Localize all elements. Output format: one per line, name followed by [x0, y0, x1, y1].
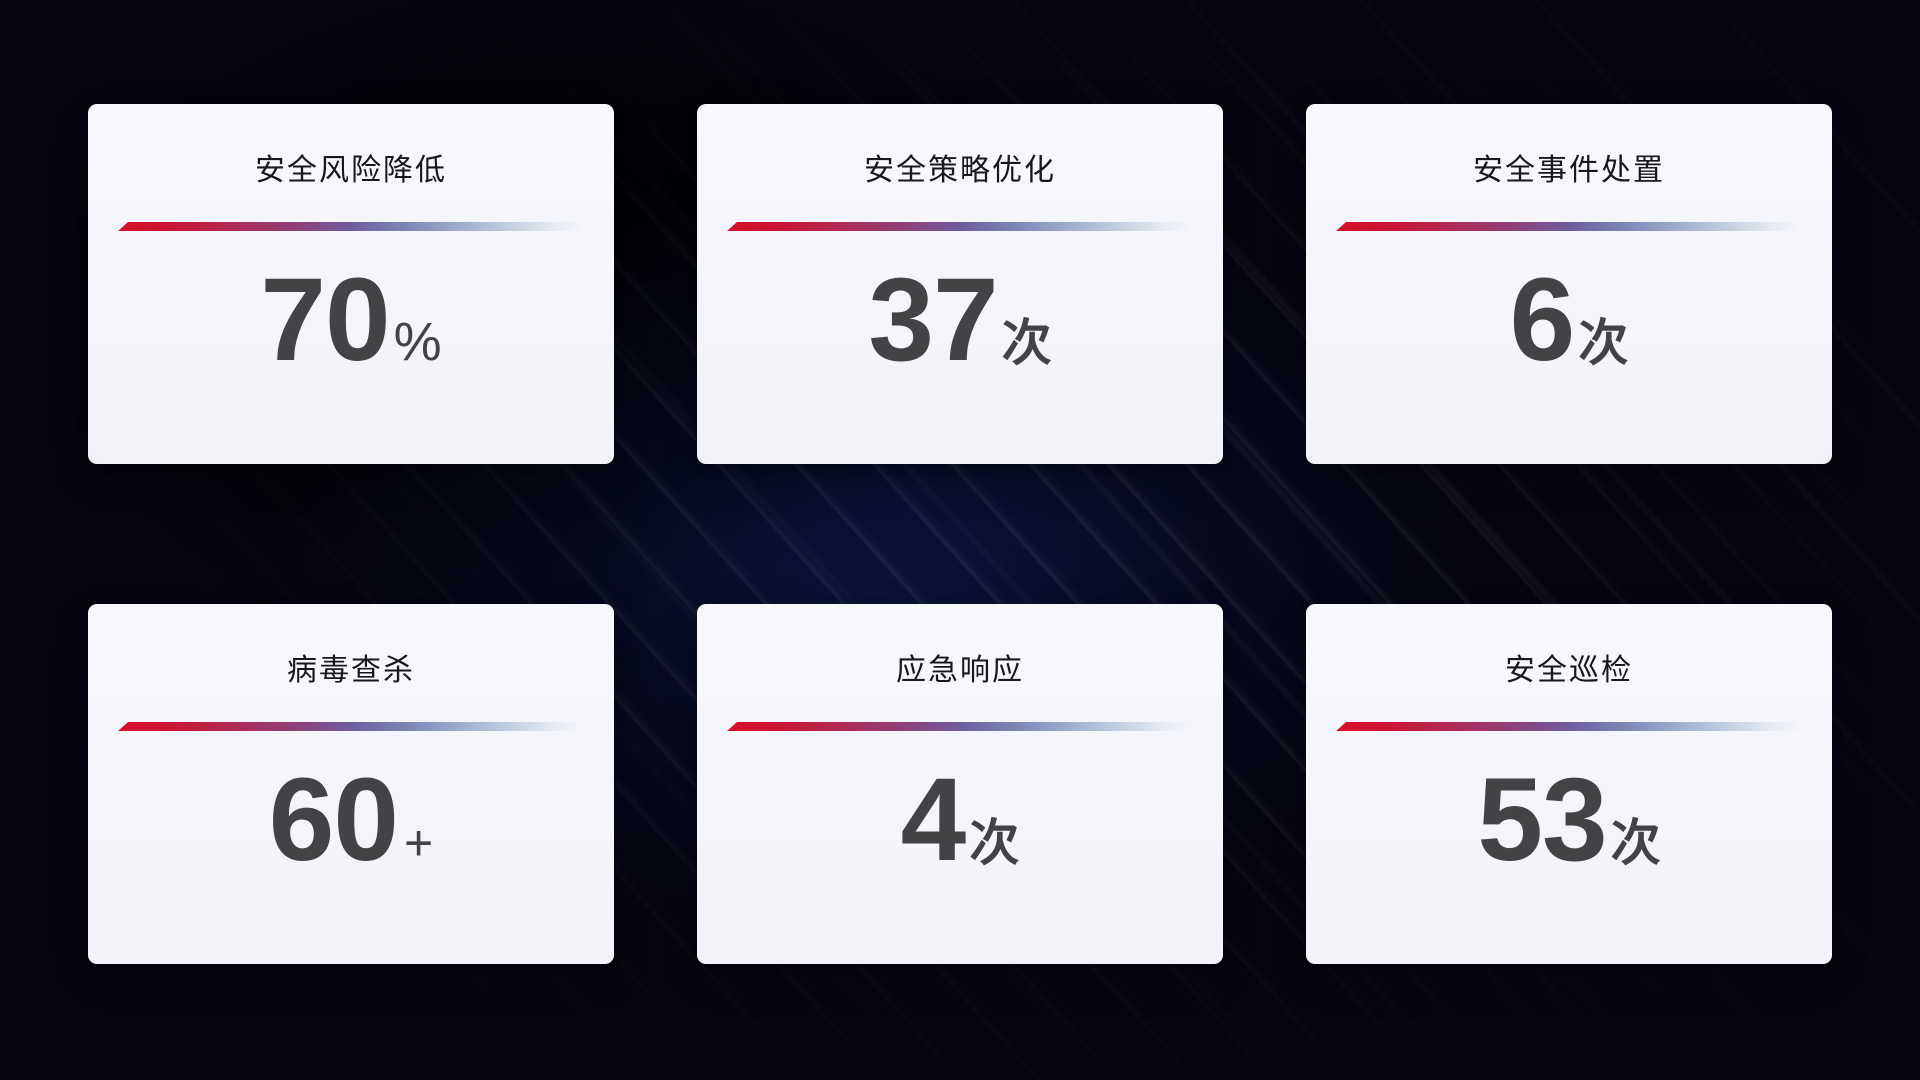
metric-card-divider-gradient	[118, 222, 584, 231]
metric-card-number: 70	[260, 254, 390, 386]
metric-card-divider	[1336, 222, 1802, 231]
metric-card[interactable]: 安全事件处置 6 次	[1306, 104, 1832, 464]
metric-card-value: 53 次	[1477, 761, 1660, 879]
metric-card-suffix: 次	[1610, 815, 1661, 871]
metric-card-divider-gradient	[118, 722, 584, 731]
metric-card-number: 6	[1509, 254, 1576, 386]
metric-card-divider	[1336, 722, 1802, 731]
metric-card[interactable]: 安全巡检 53 次	[1306, 604, 1832, 964]
metric-card[interactable]: 应急响应 4 次	[697, 604, 1223, 964]
metric-card-value: 70%	[260, 261, 441, 379]
metric-card-grid: 安全风险降低 70% 安全策略优化 37 次安全事件处置 6 次病毒查杀 60 + 应急响应 4 次安…	[88, 104, 1832, 964]
metric-card-divider-gradient	[1336, 722, 1802, 731]
metric-card-number: 4	[900, 754, 967, 886]
metric-card[interactable]: 安全风险降低 70%	[88, 104, 614, 464]
metric-card-suffix: +	[404, 815, 434, 871]
metric-card-title: 安全风险降低	[255, 154, 447, 187]
metric-card-number: 53	[1477, 754, 1607, 886]
metric-card-suffix: 次	[1578, 315, 1629, 371]
metric-card-number: 37	[868, 254, 998, 386]
metric-card-title: 安全巡检	[1505, 654, 1633, 687]
metric-card-divider-gradient	[1336, 222, 1802, 231]
metric-card-divider	[118, 222, 584, 231]
metric-card[interactable]: 安全策略优化 37 次	[697, 104, 1223, 464]
metric-card-divider-gradient	[727, 222, 1193, 231]
metric-card-suffix: %	[393, 312, 442, 372]
metric-card[interactable]: 病毒查杀 60 +	[88, 604, 614, 964]
metric-card-number: 60	[268, 754, 399, 886]
metric-card-divider	[727, 722, 1193, 731]
metric-card-suffix: 次	[1001, 315, 1052, 371]
metric-card-value: 37 次	[868, 261, 1051, 379]
metric-card-divider	[118, 722, 584, 731]
metric-card-divider	[727, 222, 1193, 231]
metric-card-suffix: 次	[969, 815, 1020, 871]
metric-card-divider-gradient	[727, 722, 1193, 731]
metric-card-title: 安全策略优化	[864, 154, 1056, 187]
metric-card-title: 安全事件处置	[1473, 154, 1665, 187]
metric-card-value: 60 +	[269, 761, 433, 879]
metric-card-title: 应急响应	[896, 654, 1024, 687]
metric-card-title: 病毒查杀	[287, 654, 415, 687]
